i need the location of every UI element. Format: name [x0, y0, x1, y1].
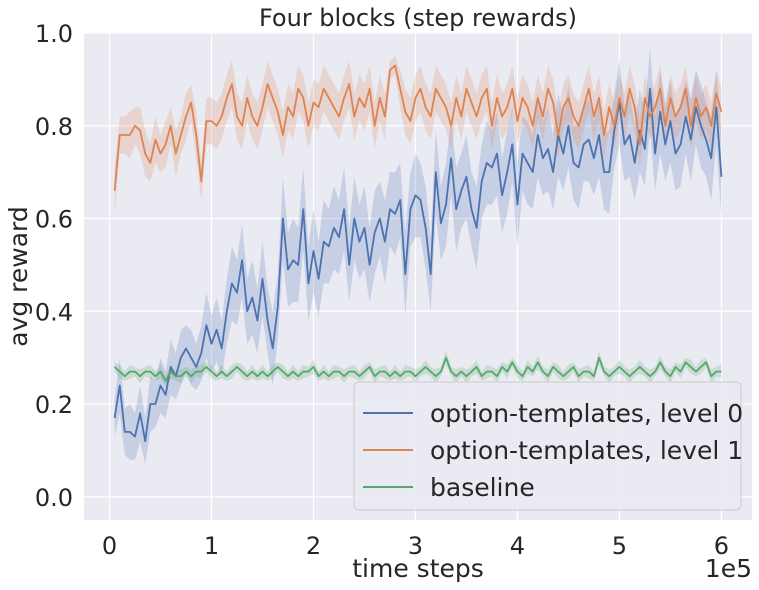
- series-line: [113, 64, 723, 191]
- x-tick-label: 1: [204, 532, 219, 560]
- x-tick-label: 5: [612, 532, 627, 560]
- confidence-bands: [114, 46, 722, 465]
- series-lines: [113, 64, 723, 443]
- y-tick-label: 1.0: [35, 20, 73, 48]
- x-tick-label: 3: [408, 532, 423, 560]
- legend: option-templates, level 0 option-template…: [353, 381, 743, 511]
- series-line: [113, 356, 722, 382]
- y-tick-label: 0.4: [35, 298, 73, 326]
- x-tick-label: 4: [510, 532, 525, 560]
- legend-label: baseline: [430, 473, 535, 502]
- legend-label: option-templates, level 0: [430, 399, 743, 428]
- confidence-band: [114, 350, 722, 386]
- y-tick-label: 0.8: [35, 113, 73, 141]
- x-tick-label: 0: [102, 532, 117, 560]
- y-tick-label: 0.0: [35, 484, 73, 512]
- confidence-band: [114, 46, 722, 465]
- x-axis-multiplier: 1e5: [705, 554, 752, 583]
- y-tick-labels: 0.0 0.2 0.4 0.6 0.8 1.0: [35, 20, 73, 512]
- y-tick-label: 0.2: [35, 391, 73, 419]
- legend-box: [353, 381, 742, 511]
- chart-title: Four blocks (step rewards): [259, 4, 577, 32]
- x-axis-label: time steps: [352, 554, 484, 583]
- series-line: [113, 87, 723, 443]
- confidence-band: [114, 56, 722, 214]
- x-tick-label: 2: [306, 532, 321, 560]
- x-tick-labels: 0 1 2 3 4 5 6: [102, 532, 729, 560]
- y-axis-label: avg reward: [4, 206, 33, 347]
- legend-label: option-templates, level 1: [430, 436, 743, 465]
- y-tick-label: 0.6: [35, 206, 73, 234]
- x-tick-label: 6: [714, 532, 729, 560]
